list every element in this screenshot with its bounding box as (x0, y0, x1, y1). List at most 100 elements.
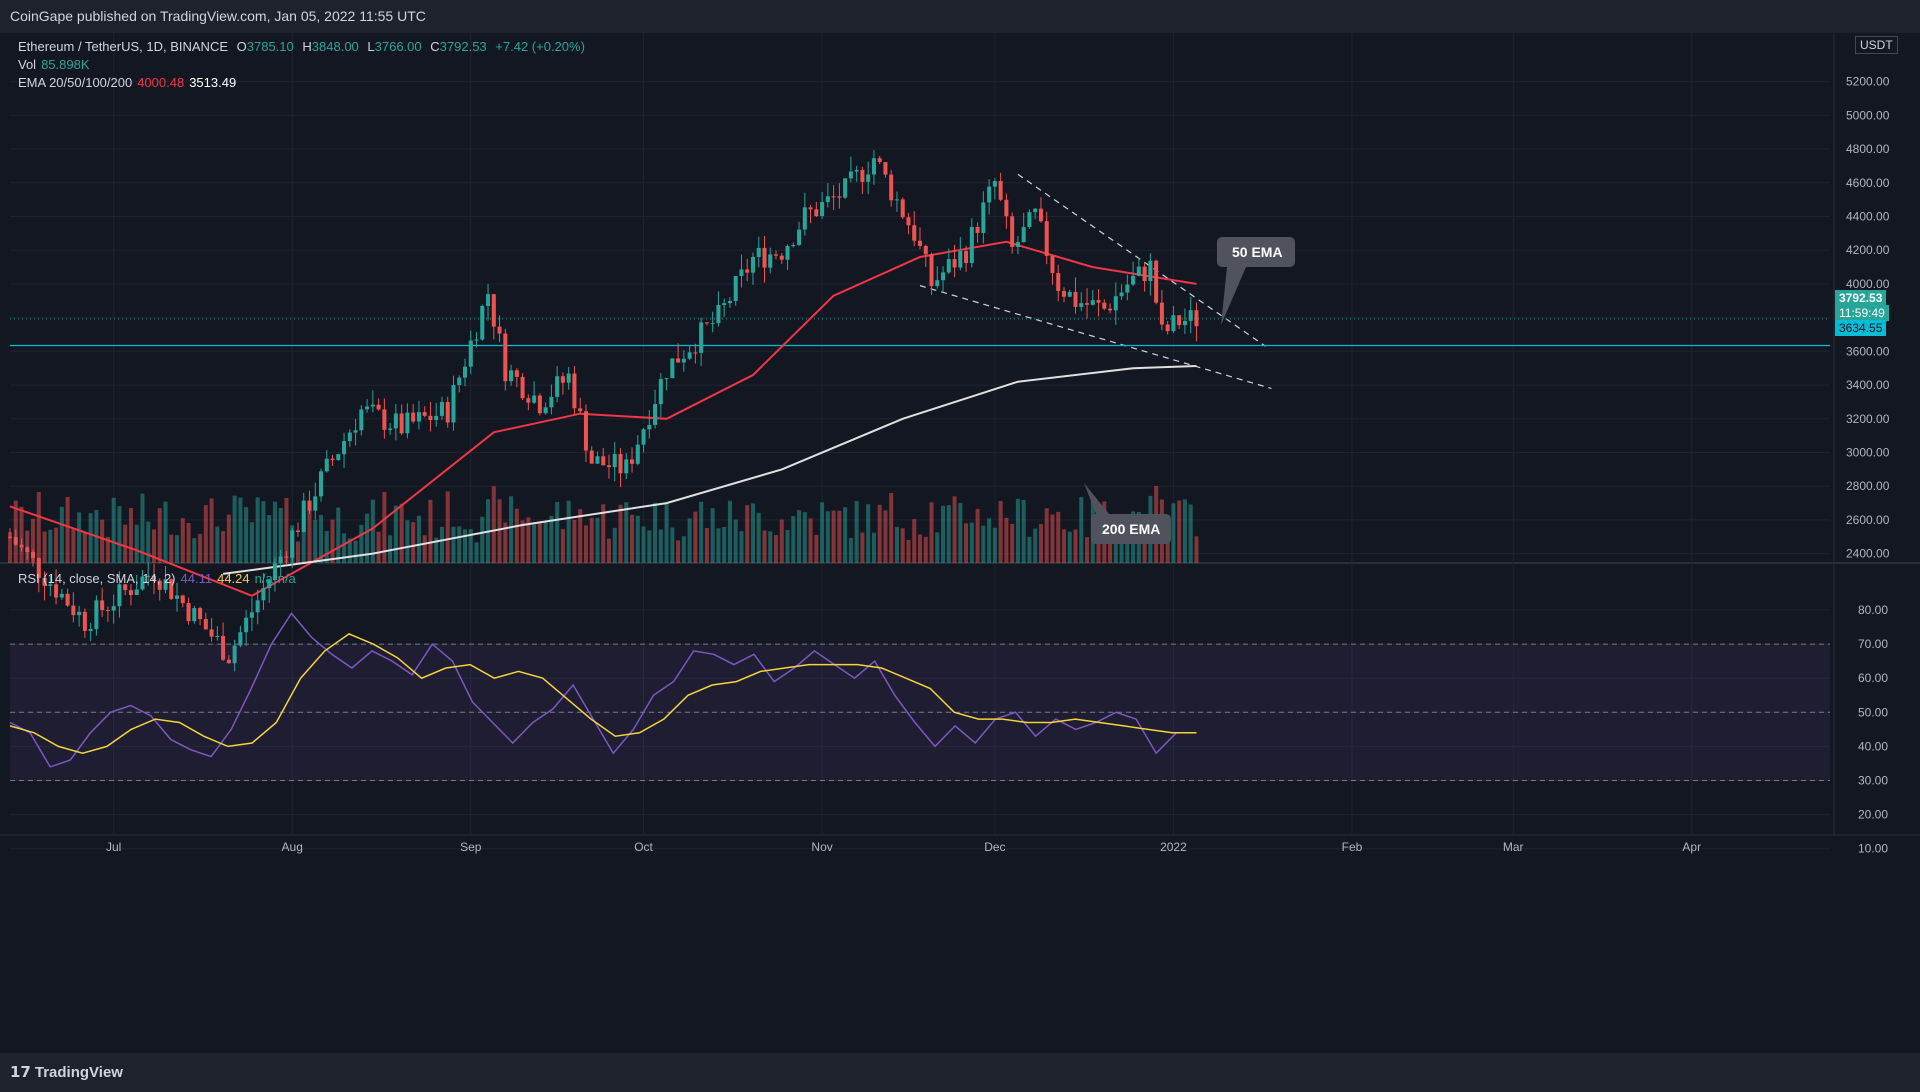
volume-bar (681, 536, 686, 563)
candle-body (514, 370, 519, 377)
rsi-tick-label: 30.00 (1858, 774, 1888, 788)
volume-bar (750, 503, 755, 563)
volume-bar (71, 528, 76, 563)
candle-body (1056, 273, 1061, 291)
volume-bar (405, 520, 410, 563)
price-tick-label: 4600.00 (1846, 176, 1890, 190)
candle-body (272, 563, 277, 581)
volume-bar (1119, 534, 1124, 563)
candle-body (1038, 208, 1043, 222)
open-label: O (236, 39, 247, 54)
ema200-value: 3513.49 (189, 75, 237, 90)
volume-bar (180, 518, 185, 563)
candle-body (261, 588, 266, 601)
candle-body (405, 412, 410, 434)
volume-value: 85.898K (41, 57, 90, 72)
candle-body (1154, 260, 1159, 303)
rsi-sma-value: 44.24 (217, 571, 250, 586)
candle-body (203, 619, 208, 630)
candle-body (727, 300, 732, 304)
candle-body (1085, 303, 1090, 305)
time-tick-label: Nov (811, 840, 832, 854)
price-tick-label: 3400.00 (1846, 378, 1890, 392)
candle-body (606, 465, 612, 468)
symbol-legend[interactable]: Ethereum / TetherUS, 1D, BINANCE O3785.1… (18, 39, 590, 54)
volume-bar (255, 497, 260, 563)
brand-text: TradingView (34, 1064, 123, 1081)
candle-body (560, 376, 565, 383)
volume-bar (267, 515, 272, 563)
candle-body (952, 259, 957, 268)
volume-bars (7, 485, 1199, 563)
volume-bar (497, 499, 502, 563)
candle-body (71, 605, 76, 616)
candle-body (393, 413, 398, 429)
chart-canvas[interactable]: 5200.00 5000.00 4800.00 4600.00 4400.00 4200.… (0, 33, 1920, 1053)
volume-bar (318, 514, 324, 563)
rsi-tick-label: 80.00 (1858, 603, 1888, 617)
tradingview-logo[interactable]: 𝟭𝟳 TradingView (10, 1063, 123, 1081)
volume-bar (1096, 526, 1101, 563)
price-tick-label: 4800.00 (1846, 142, 1890, 156)
candle-body (1044, 221, 1049, 256)
volume-bar (19, 506, 24, 563)
candle-body (589, 450, 594, 464)
candle-body (105, 610, 110, 612)
volume-bar (624, 502, 629, 563)
volume-bar (393, 505, 398, 563)
volume-bar (595, 517, 600, 563)
candle-body (687, 352, 692, 359)
volume-bar (480, 516, 485, 563)
volume-bar (491, 486, 496, 563)
candle-body (82, 611, 87, 631)
rsi-legend[interactable]: RSI (14, close, SMA, 14, 2) 44.11 44.24 n/a… (18, 571, 301, 586)
candle-body (31, 551, 36, 559)
volume-bar (987, 518, 992, 563)
volume-bar (462, 529, 468, 563)
volume-bar (238, 497, 243, 563)
candle-body (750, 256, 755, 273)
candle-body (618, 453, 623, 474)
volume-bar (537, 521, 542, 563)
ema200-annotation-label: 200 EMA (1102, 521, 1160, 537)
candle-body (681, 358, 686, 363)
candle-body (100, 600, 105, 611)
candle-body (192, 608, 197, 622)
candle-body (802, 207, 807, 230)
ema-legend[interactable]: EMA 20/50/100/200 4000.48 3513.49 (18, 75, 241, 90)
candle-body (226, 659, 231, 664)
candle-body (820, 201, 825, 217)
rsi-tick-label: 70.00 (1858, 637, 1888, 651)
volume-legend[interactable]: Vol 85.898K (18, 57, 95, 72)
candle-body (877, 158, 882, 163)
currency-badge[interactable]: USDT (1855, 36, 1898, 54)
candle-body (186, 603, 191, 622)
symbol-name[interactable]: Ethereum / TetherUS, 1D, BINANCE (18, 39, 229, 54)
candle-body (969, 226, 974, 264)
candle-body (428, 415, 433, 420)
candle-body (462, 366, 468, 378)
volume-bar (1108, 527, 1113, 563)
candle-body (451, 385, 456, 423)
candle-body (411, 412, 416, 422)
volume-bar (739, 531, 744, 563)
volume-bar (342, 533, 347, 563)
candle-body (1010, 216, 1015, 247)
candle-body (1113, 296, 1118, 311)
time-tick-label: Aug (282, 840, 303, 854)
candle-body (578, 408, 583, 412)
candle-body (906, 217, 911, 226)
ema200-annotation: 200 EMA (1084, 483, 1171, 544)
candle-body (295, 530, 300, 532)
open-value: 3785.10 (246, 39, 294, 54)
volume-bar (935, 532, 940, 563)
candle-body (497, 326, 502, 334)
candle-body (981, 202, 986, 233)
volume-bar (347, 538, 352, 563)
candle-body (255, 600, 260, 613)
volume-bar (848, 537, 853, 563)
candlesticks (7, 150, 1199, 672)
candle-body (785, 246, 790, 260)
candle-body (123, 584, 128, 591)
chart-area[interactable]: 5200.00 5000.00 4800.00 4600.00 4400.00 4200.… (0, 33, 1920, 1053)
